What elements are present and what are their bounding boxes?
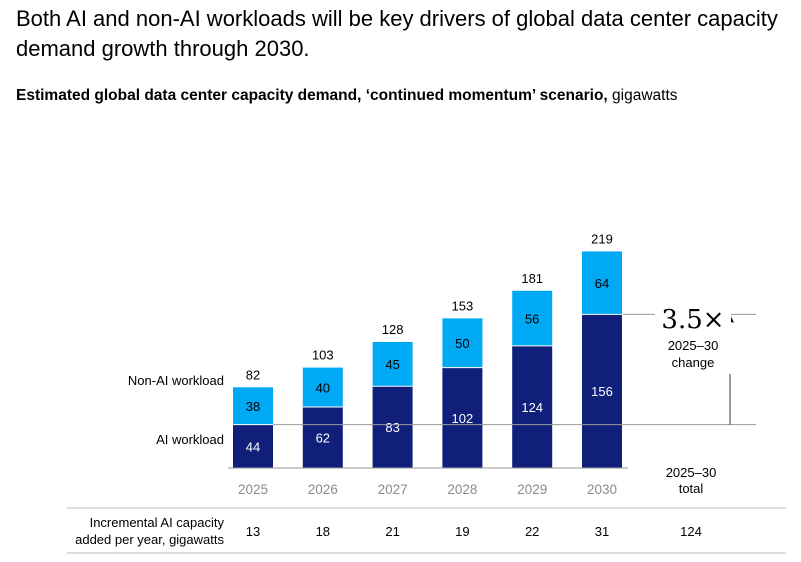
- data-label-ai-2028: 102: [452, 411, 474, 426]
- bar-non-ai-2030: [582, 251, 622, 315]
- total-label-2027: 128: [382, 322, 404, 337]
- bar-ai-2027: [372, 386, 413, 468]
- incremental-value-2030: 31: [595, 524, 609, 539]
- bar-ai-2028: [442, 367, 483, 468]
- total-column-label-line1: 2025–30: [666, 465, 717, 480]
- annotation-backdrop: [655, 304, 731, 374]
- incremental-row-label-line1: Incremental AI capacity: [90, 515, 225, 530]
- data-label-non-ai-2029: 56: [525, 311, 539, 326]
- data-label-ai-2025: 44: [246, 439, 260, 454]
- data-label-non-ai-2028: 50: [455, 336, 469, 351]
- data-label-ai-2029: 124: [521, 400, 543, 415]
- bar-ai-2026: [302, 406, 343, 468]
- chart-subtitle-text: Estimated global data center capacity de…: [16, 87, 608, 104]
- x-tick-label-2030: 2030: [587, 482, 617, 497]
- bar-ai-2029: [512, 345, 553, 468]
- bar-non-ai-2025: [233, 387, 273, 425]
- x-tick-label-2026: 2026: [308, 482, 338, 497]
- data-label-ai-2026: 62: [316, 430, 330, 445]
- x-tick-label-2028: 2028: [447, 482, 477, 497]
- bar-ai-2030: [582, 314, 622, 468]
- change-multiplier: 3.5×: [661, 305, 724, 335]
- total-column-label-line2: total: [679, 481, 704, 496]
- data-label-non-ai-2027: 45: [385, 357, 399, 372]
- bar-non-ai-2026: [302, 367, 343, 407]
- total-label-2026: 103: [312, 348, 334, 363]
- incremental-value-2027: 21: [385, 524, 399, 539]
- data-label-ai-2027: 83: [385, 420, 399, 435]
- bar-non-ai-2027: [372, 341, 413, 387]
- total-label-2025: 82: [246, 367, 260, 382]
- total-label-2030: 219: [591, 231, 613, 246]
- data-label-non-ai-2030: 64: [595, 276, 609, 291]
- data-label-non-ai-2026: 40: [316, 380, 330, 395]
- chart-subtitle: Estimated global data center capacity de…: [16, 87, 678, 105]
- data-label-ai-2030: 156: [591, 384, 613, 399]
- incremental-value-2029: 22: [525, 524, 539, 539]
- x-tick-label-2027: 2027: [378, 482, 408, 497]
- total-label-2028: 153: [452, 298, 474, 313]
- incremental-total-value: 124: [680, 524, 702, 539]
- bar-non-ai-2029: [512, 290, 553, 346]
- incremental-row-label-line2: added per year, gigawatts: [75, 532, 224, 547]
- incremental-value-2028: 19: [455, 524, 469, 539]
- legend-non-ai-workload: Non-AI workload: [128, 373, 224, 388]
- data-label-non-ai-2025: 38: [246, 399, 260, 414]
- total-label-2029: 181: [521, 271, 543, 286]
- x-tick-label-2029: 2029: [517, 482, 547, 497]
- chart-subtitle-unit: gigawatts: [612, 87, 678, 104]
- chart-title: Both AI and non-AI workloads will be key…: [16, 6, 778, 61]
- incremental-value-2025: 13: [246, 524, 260, 539]
- legend-ai-workload: AI workload: [156, 432, 224, 447]
- change-label-line1: 2025–30: [668, 338, 719, 353]
- bar-ai-2025: [233, 424, 273, 468]
- x-tick-label-2025: 2025: [238, 482, 268, 497]
- change-label-line2: change: [672, 355, 715, 370]
- bar-non-ai-2028: [442, 318, 483, 368]
- incremental-value-2026: 18: [316, 524, 330, 539]
